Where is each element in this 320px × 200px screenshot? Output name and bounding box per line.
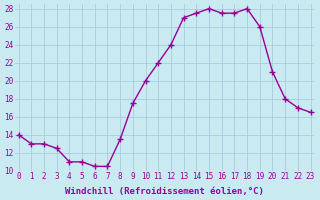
X-axis label: Windchill (Refroidissement éolien,°C): Windchill (Refroidissement éolien,°C) (65, 187, 264, 196)
